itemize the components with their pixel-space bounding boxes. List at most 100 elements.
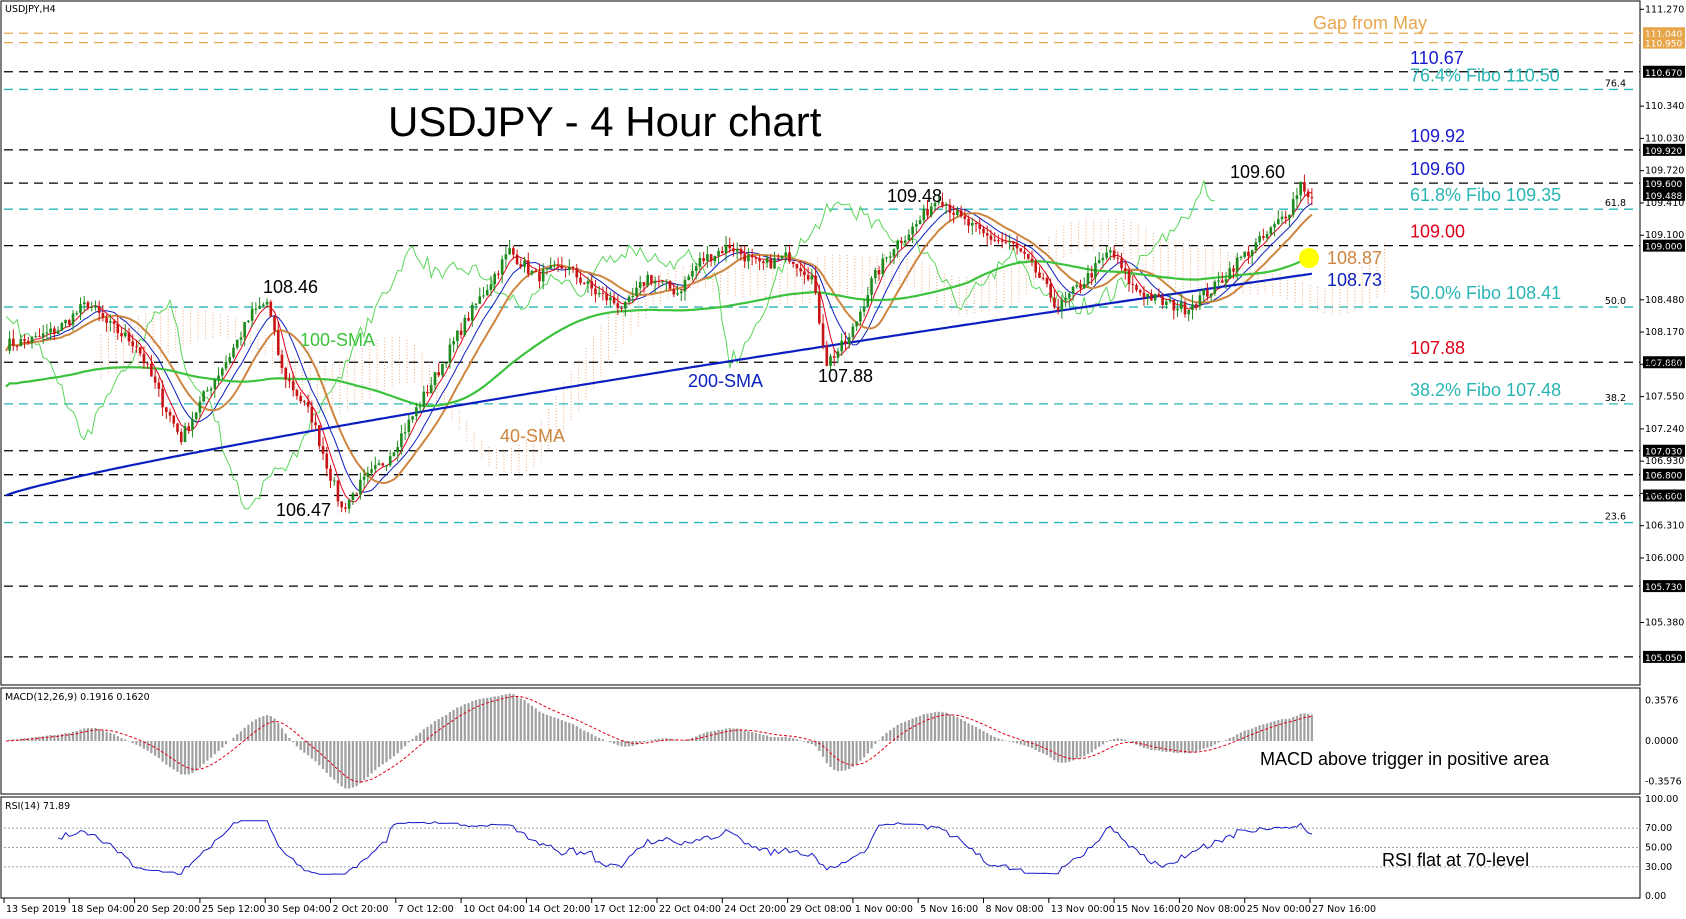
candle-body (172, 415, 176, 424)
candle-body (780, 255, 784, 259)
y-tick-label: 106.310 (1645, 521, 1684, 532)
candle-body (814, 275, 817, 293)
candle-body (1288, 214, 1291, 219)
candle-body (485, 289, 489, 296)
candle-body (534, 270, 538, 272)
candle-body (1254, 242, 1258, 251)
candle-body (1280, 216, 1284, 220)
candle-body (594, 288, 597, 295)
candle-body (1273, 224, 1276, 228)
candle-body (676, 293, 679, 295)
candle-body (56, 330, 60, 334)
candle-body (493, 273, 496, 285)
level-label: 38.2% Fibo 107.48 (1410, 380, 1561, 400)
y-tick-label: 109.100 (1645, 230, 1684, 241)
candle-body (332, 480, 336, 482)
candle-body (1120, 258, 1123, 269)
candle-body (284, 367, 288, 380)
candle-body (1217, 280, 1220, 282)
candle-body (411, 416, 414, 420)
y-tick-label: 108.480 (1645, 295, 1684, 306)
ichimoku-cloud (100, 218, 1386, 475)
x-tick-label: 27 Nov 16:00 (1312, 904, 1376, 915)
candle-body (1291, 199, 1295, 215)
candle-body (30, 336, 34, 343)
candle-body (366, 472, 370, 477)
candle-body (448, 344, 452, 363)
candle-body (650, 275, 653, 284)
sma40-value-label: 108.87 (1327, 248, 1382, 268)
candle-body (810, 275, 814, 280)
candle-body (713, 255, 717, 262)
candle-body (956, 210, 959, 215)
candle-body (258, 305, 261, 309)
macd-y-tick-label: -0.3576 (1645, 777, 1682, 788)
candle-body (1295, 195, 1299, 200)
candle-body (1262, 236, 1265, 238)
candle-body (194, 412, 198, 420)
candle-body (844, 340, 847, 345)
candle-body (344, 507, 347, 509)
candle-body (329, 468, 332, 481)
candle-body (269, 301, 273, 317)
candle-body (1142, 292, 1146, 298)
candle-body (1165, 301, 1168, 305)
candle-body (1131, 284, 1135, 286)
candle-body (138, 347, 142, 354)
candle-body (571, 266, 575, 269)
candle-body (631, 296, 635, 298)
x-tick-label: 20 Nov 08:00 (1181, 904, 1245, 915)
candle-body (400, 433, 403, 448)
sma200-value-label: 108.73 (1327, 270, 1382, 290)
x-tick-label: 13 Sep 2019 (6, 904, 66, 915)
candle-body (803, 271, 806, 276)
candle-body (1247, 251, 1250, 257)
candle-body (978, 224, 982, 229)
fib-tag: 76.4 (1605, 78, 1626, 89)
sma-cross-marker (1299, 248, 1319, 268)
candle-body (642, 282, 646, 286)
x-tick-label: 13 Nov 00:00 (1051, 904, 1115, 915)
candle-body (1224, 279, 1228, 283)
candle-body (235, 339, 239, 348)
candle-body (851, 326, 855, 338)
candle-body (1101, 257, 1105, 261)
candle-body (665, 281, 668, 283)
candle-body (459, 330, 463, 335)
candle-body (1079, 284, 1082, 289)
candle-body (556, 264, 560, 266)
candle-body (306, 402, 310, 407)
candle-body (1075, 284, 1079, 287)
x-tick-label: 18 Sep 04:00 (71, 904, 134, 915)
axis-price-box-label: 106.800 (1645, 472, 1682, 482)
axis-price-box-label: 107.880 (1645, 359, 1682, 369)
y-tick-label: 105.380 (1645, 618, 1684, 629)
candle-body (523, 260, 526, 267)
macd-signal-line (5, 695, 1312, 783)
candle-body (38, 336, 41, 338)
candle-body (661, 281, 664, 283)
rsi-note: RSI flat at 70-level (1382, 850, 1529, 870)
candle-body (396, 447, 399, 453)
axis-price-box-label: 105.730 (1645, 583, 1682, 593)
y-tick-label: 107.240 (1645, 424, 1684, 435)
candle-body (926, 208, 929, 216)
candle-body (1045, 278, 1049, 284)
candle-body (791, 261, 795, 265)
candle-body (452, 341, 455, 345)
candle-body (959, 210, 963, 217)
candle-body (784, 252, 788, 256)
candle-body (49, 328, 52, 333)
axis-price-box-label: 109.000 (1645, 243, 1682, 253)
gap-label: Gap from May (1313, 13, 1427, 33)
sma40-label: 40-SMA (500, 426, 565, 446)
x-tick-label: 25 Nov 00:00 (1247, 904, 1311, 915)
candle-body (500, 259, 504, 275)
candle-body (232, 347, 235, 358)
y-tick-label: 106.930 (1645, 456, 1684, 467)
candle-body (907, 234, 911, 241)
candle-body (646, 275, 649, 286)
candle-body (1191, 304, 1194, 311)
candle-body (922, 208, 926, 221)
